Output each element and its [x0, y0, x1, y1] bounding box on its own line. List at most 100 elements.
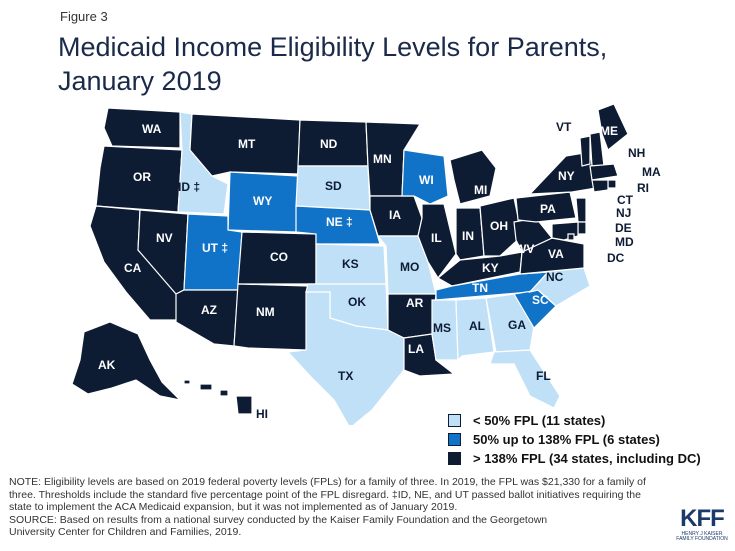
state-shape-me — [597, 103, 629, 151]
state-shape-nc — [519, 267, 591, 307]
state-label-ia: IA — [389, 208, 401, 222]
state-label-ok: OK — [348, 295, 366, 309]
state-label-ma: MA — [642, 165, 661, 179]
title-line-1: Medicaid Income Eligibility Levels for P… — [58, 32, 608, 62]
state-label-ga: GA — [508, 318, 526, 332]
state-label-ak: AK — [98, 358, 116, 372]
legend-label-mid: 50% up to 138% FPL (6 states) — [473, 432, 660, 447]
legend-label-light: < 50% FPL (11 states) — [473, 413, 606, 428]
source-line: SOURCE: Based on results from a national… — [9, 513, 548, 526]
legend-swatch-mid — [448, 433, 461, 446]
state-label-md: MD — [615, 235, 634, 249]
kff-logo: KFF HENRY J KAISER FAMILY FOUNDATION — [676, 506, 728, 542]
legend-label-dark: > 138% FPL (34 states, including DC) — [473, 451, 701, 466]
state-label-ca: CA — [124, 261, 142, 275]
state-label-pa: PA — [540, 202, 556, 216]
state-label-ky: KY — [482, 261, 499, 275]
state-label-ny: NY — [558, 169, 575, 183]
state-label-de: DE — [615, 221, 632, 235]
state-label-id: ID ‡ — [178, 180, 200, 194]
legend-item-light: < 50% FPL (11 states) — [448, 411, 701, 430]
state-label-ks: KS — [342, 257, 359, 271]
state-shape-de — [577, 221, 587, 235]
state-shape-ri — [607, 179, 617, 189]
state-shape-oh — [479, 197, 523, 257]
state-label-in: IN — [462, 229, 474, 243]
state-label-sc: SC — [532, 293, 549, 307]
page-title: Medicaid Income Eligibility Levels for P… — [58, 30, 698, 98]
state-label-ct: CT — [617, 193, 634, 207]
state-label-tn: TN — [472, 281, 488, 295]
state-label-nv: NV — [156, 231, 173, 245]
state-label-la: LA — [408, 342, 424, 356]
state-label-hi: HI — [256, 407, 268, 421]
state-label-az: AZ — [201, 303, 217, 317]
state-shape-ms — [431, 299, 459, 361]
state-label-va: VA — [548, 247, 564, 261]
state-label-mo: MO — [400, 260, 419, 274]
state-labels: WA OR CA NV ID ‡ MT WY UT ‡ AZ CO NM ND SD NE ‡ KS OK TX… — [98, 120, 661, 421]
state-label-ne: NE ‡ — [326, 215, 353, 229]
source-line: University Center for Children and Famil… — [9, 526, 242, 539]
state-shape-fl — [489, 349, 561, 409]
logo-mark: KFF — [680, 505, 725, 532]
state-label-tx: TX — [338, 369, 353, 383]
state-label-dc: DC — [607, 251, 625, 265]
state-shape-nj — [575, 197, 587, 223]
state-label-nm: NM — [256, 305, 275, 319]
logo-sub-2: FAMILY FOUNDATION — [676, 536, 728, 542]
state-label-mn: MN — [373, 152, 392, 166]
state-shape-in — [455, 207, 485, 261]
state-label-ut: UT ‡ — [202, 241, 228, 255]
state-shape-ma — [589, 163, 619, 181]
state-label-fl: FL — [536, 369, 551, 383]
state-label-wy: WY — [253, 194, 272, 208]
state-shape-hi — [183, 379, 253, 415]
note-line: state to implement the ACA Medicaid expa… — [9, 501, 458, 514]
legend: < 50% FPL (11 states) 50% up to 138% FPL… — [448, 411, 701, 468]
us-states-map: WA OR CA NV ID ‡ MT WY UT ‡ AZ CO NM ND SD NE ‡ KS OK TX… — [71, 103, 661, 425]
state-label-ri: RI — [637, 181, 649, 195]
figure-label: Figure 3 — [60, 9, 108, 24]
state-label-nc: NC — [546, 270, 564, 284]
state-shape-ak — [71, 321, 182, 401]
state-label-ar: AR — [406, 296, 424, 310]
logo-sub-1: HENRY J KAISER — [681, 531, 723, 537]
state-label-or: OR — [133, 170, 151, 184]
state-label-wa: WA — [142, 122, 162, 136]
state-shape-az — [175, 289, 239, 347]
footnote: NOTE: Eligibility levels are based on 20… — [9, 476, 669, 539]
state-label-sd: SD — [325, 179, 342, 193]
legend-swatch-light — [448, 414, 461, 427]
state-label-vt: VT — [556, 120, 572, 134]
state-label-oh: OH — [490, 219, 508, 233]
state-shapes — [71, 103, 629, 425]
note-line: NOTE: Eligibility levels are based on 20… — [9, 476, 646, 488]
legend-swatch-dark — [448, 452, 461, 465]
state-label-nh: NH — [628, 146, 645, 160]
state-label-co: CO — [270, 250, 288, 264]
state-label-ms: MS — [433, 321, 451, 335]
state-shape-ct — [591, 179, 609, 193]
state-shape-mi — [449, 149, 497, 205]
state-label-nd: ND — [320, 137, 338, 151]
legend-item-mid: 50% up to 138% FPL (6 states) — [448, 430, 701, 449]
state-label-wv: WV — [515, 242, 534, 256]
title-line-2: January 2019 — [58, 66, 222, 96]
state-shape-wa — [103, 107, 181, 149]
state-shape-or — [95, 145, 183, 213]
state-label-wi: WI — [419, 173, 434, 187]
state-shape-al — [455, 297, 495, 362]
state-shape-nm — [233, 283, 309, 351]
state-shape-il — [417, 203, 457, 280]
state-label-mi: MI — [474, 183, 487, 197]
state-label-il: IL — [431, 231, 442, 245]
note-line: three. Thresholds include the standard f… — [9, 488, 641, 501]
state-label-al: AL — [469, 319, 485, 333]
state-shape-tx — [286, 291, 405, 425]
state-label-mt: MT — [238, 137, 256, 151]
state-shape-dc — [567, 233, 575, 241]
state-shape-vt — [579, 135, 591, 167]
state-label-me: ME — [600, 124, 618, 138]
state-label-nj: NJ — [616, 206, 631, 220]
